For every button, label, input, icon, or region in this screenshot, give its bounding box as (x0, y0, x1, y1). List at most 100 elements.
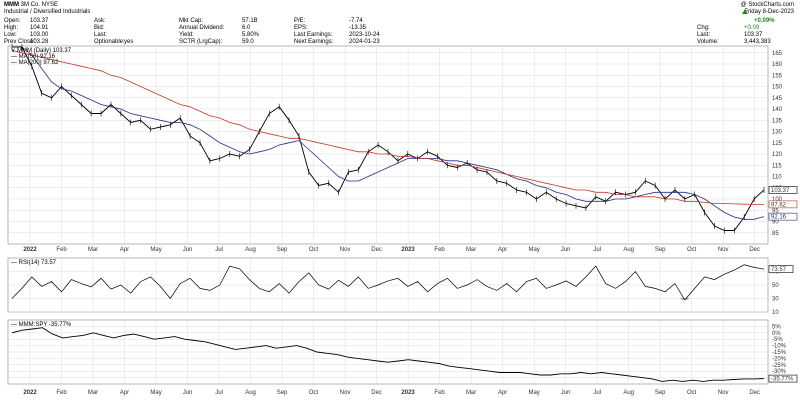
quote-value: 104.91 (30, 25, 49, 31)
x-tick-label: May (150, 390, 161, 396)
watermark: @ StockCharts.com (740, 2, 794, 8)
x-tick-label: Oct (309, 390, 319, 396)
x-tick-label: Jun (561, 390, 571, 396)
fund1-label: Yield: (179, 32, 194, 38)
x-tick-label: Jul (593, 390, 601, 396)
x-tick-label: Apr (120, 390, 129, 396)
y-tick-label: 30 (772, 297, 779, 303)
x-tick-label: Aug (245, 247, 256, 253)
x-tick-label: Dec (371, 390, 382, 396)
y-tick-label: -30% (772, 369, 787, 375)
x-tick-label: Jul (593, 247, 601, 253)
x-tick-label: Nov (340, 390, 351, 396)
x-tick-label: Apr (120, 247, 129, 253)
quote-value: 103.00 (30, 32, 49, 38)
right-label: Volume: (697, 39, 719, 45)
relative-last-box (768, 374, 798, 383)
ma50-line (12, 46, 765, 220)
price-panel-frame (7, 45, 769, 245)
x-tick-label: Nov (718, 247, 729, 253)
sector-label: Industrial / Diversified Industrials (4, 9, 91, 15)
last-value-label: 97.62 (771, 202, 787, 208)
y-tick-label: -10% (772, 344, 787, 350)
x-tick-label: Oct (687, 247, 697, 253)
x-tick-label: Aug (623, 247, 634, 253)
fund1-value: 5.80% (242, 32, 260, 38)
x-tick-label: May (528, 247, 539, 253)
x-tick-label: Aug (245, 390, 256, 396)
fund1-label: Mkt Cap: (179, 18, 204, 24)
rsi-last-label: 73.57 (771, 267, 787, 273)
y-tick-label: 10 (772, 310, 779, 316)
x-tick-label: 2023 (401, 247, 415, 253)
x-tick-label: Nov (340, 247, 351, 253)
last-value-label: 92.16 (771, 215, 787, 221)
mid-label: Bid: (94, 25, 105, 31)
x-tick-label: Oct (687, 390, 697, 396)
mid-label: Last: (94, 32, 108, 38)
ticker-symbol: MMM (4, 2, 19, 8)
fund2-label: EPS: (294, 25, 308, 31)
rsi-oversold-fill (679, 298, 690, 300)
quote-value: 103.37 (30, 18, 49, 24)
fund2-value: -7.74 (349, 18, 363, 24)
price-legend-1: — MA(50) 92.16 (11, 54, 56, 60)
quote-value: 103.28 (30, 39, 49, 45)
fund1-value: 57.1B (242, 18, 258, 24)
x-tick-label: Oct (309, 247, 319, 253)
y-tick-label: 130 (772, 130, 783, 136)
x-tick-label: 2022 (23, 390, 37, 396)
x-tick-label: Feb (434, 247, 445, 253)
y-tick-label: 50 (772, 283, 779, 289)
y-tick-label: 100 (772, 197, 783, 203)
x-tick-label: Mar (466, 247, 476, 253)
rsi-last-box (768, 265, 794, 273)
quote-label: Prev Close: (4, 39, 36, 45)
x-tick-label: Feb (56, 390, 67, 396)
fund2-label: Last Earnings: (294, 32, 333, 38)
relative-legend: — MMM:SPY -35.77% (11, 322, 72, 328)
y-tick-label: 0% (772, 331, 781, 337)
x-tick-label: Aug (623, 390, 634, 396)
relative-line (11, 327, 765, 382)
right-value: 3,443,383 (744, 39, 771, 45)
company-name: 3M Co. NYSE (20, 2, 59, 8)
x-tick-label: Feb (434, 390, 445, 396)
rsi-line (11, 264, 765, 301)
y-tick-label: 115 (772, 163, 782, 169)
quote-label: Open: (4, 18, 21, 24)
fund2-value: 2023-10-24 (349, 32, 380, 38)
last-value-box (768, 200, 798, 209)
y-tick-label: 145 (772, 96, 783, 102)
y-tick-label: 5% (772, 324, 781, 330)
right-value: 103.37 (744, 32, 763, 38)
up-arrow-icon (742, 9, 748, 14)
quote-date: Friday 8-Dec-2023 (744, 9, 794, 15)
right-label: Last: (697, 32, 711, 38)
x-tick-label: Apr (498, 247, 507, 253)
y-tick-label: 150 (772, 85, 783, 91)
x-tick-label: Nov (718, 390, 729, 396)
fund2-label: P/E: (294, 18, 306, 24)
x-tick-label: 2023 (401, 390, 415, 396)
x-tick-label: Dec (749, 247, 760, 253)
x-tick-label: May (150, 247, 161, 253)
y-tick-label: -15% (772, 350, 787, 356)
last-value-label: 103.37 (771, 188, 790, 194)
y-tick-label: 135 (772, 118, 783, 124)
y-tick-label: 125 (772, 141, 783, 147)
mid-label: Ask: (94, 18, 106, 24)
right-value: +0.09% (754, 18, 775, 24)
y-tick-label: 165 (772, 51, 783, 57)
fund1-value: 59.0 (242, 39, 254, 45)
x-tick-label: Apr (498, 390, 507, 396)
y-tick-label: -25% (772, 363, 787, 369)
x-tick-label: Mar (88, 247, 98, 253)
x-tick-label: Jun (183, 390, 193, 396)
y-tick-label: 160 (772, 62, 783, 68)
price-legend-0: ∨ MMM (Daily) 103.37 (11, 48, 72, 54)
x-tick-label: Sep (277, 390, 288, 396)
fund2-value: 2024-01-23 (349, 39, 380, 45)
quote-label: High: (4, 25, 19, 31)
